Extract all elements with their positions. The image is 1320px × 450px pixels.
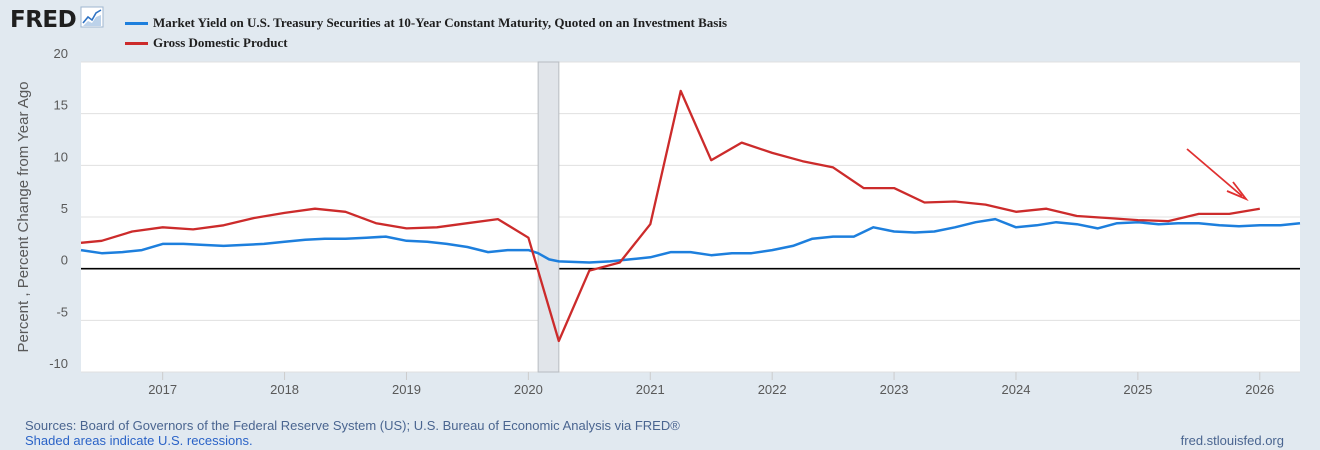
y-tick-label: 10 [54, 149, 68, 164]
fred-logo[interactable]: FRED [10, 6, 104, 33]
recession-layer [537, 61, 560, 373]
recession-shade [537, 61, 560, 373]
x-tick-label: 2023 [880, 382, 909, 397]
x-tick-label: 2022 [758, 382, 787, 397]
annotation-arrow-head [1226, 181, 1249, 202]
x-axis-tick-labels: 2017 2018 2019 2020 2021 2022 2023 2024 2025 2026 [148, 372, 1274, 397]
annotation-arrow-shaft [1186, 148, 1243, 197]
y-tick-label: 5 [61, 201, 68, 216]
chart-legend: Market Yield on U.S. Treasury Securities… [125, 13, 727, 53]
x-tick-label: 2018 [270, 382, 299, 397]
x-tick-label: 2026 [1245, 382, 1274, 397]
logo-text: FRED [10, 6, 77, 33]
y-axis-tick-labels: 20 15 10 5 0 -5 -10 [49, 46, 68, 371]
recession-note[interactable]: Shaded areas indicate U.S. recessions. [25, 433, 253, 448]
y-tick-label: 0 [61, 253, 68, 268]
line-chart-icon [80, 6, 104, 33]
x-tick-label: 2025 [1123, 382, 1152, 397]
y-tick-label: 15 [54, 98, 68, 113]
series-layer [80, 89, 1301, 343]
series-line-gdp [80, 89, 1260, 343]
x-tick-label: 2019 [392, 382, 421, 397]
annotation-layer [1186, 148, 1249, 202]
sources-text: Sources: Board of Governors of the Feder… [25, 418, 680, 433]
legend-swatch-treasury [125, 21, 148, 25]
legend-label-gdp: Gross Domestic Product [153, 35, 288, 50]
y-tick-label: -5 [56, 304, 68, 319]
y-axis-label: Percent , Percent Change from Year Ago [15, 81, 32, 352]
footer-sources: Sources: Board of Governors of the Feder… [25, 418, 680, 448]
legend-item-treasury[interactable]: Market Yield on U.S. Treasury Securities… [125, 13, 727, 33]
x-tick-label: 2020 [514, 382, 543, 397]
series-line-treasury-yield [80, 217, 1301, 264]
legend-label-treasury: Market Yield on U.S. Treasury Securities… [153, 15, 728, 30]
x-tick-label: 2021 [636, 382, 665, 397]
y-tick-label: 20 [54, 46, 68, 61]
y-tick-label: -10 [49, 356, 68, 371]
site-link[interactable]: fred.stlouisfed.org [1180, 433, 1284, 448]
x-tick-label: 2024 [1002, 382, 1031, 397]
legend-swatch-gdp [125, 41, 148, 45]
x-tick-label: 2017 [148, 382, 177, 397]
legend-item-gdp[interactable]: Gross Domestic Product [125, 33, 727, 53]
